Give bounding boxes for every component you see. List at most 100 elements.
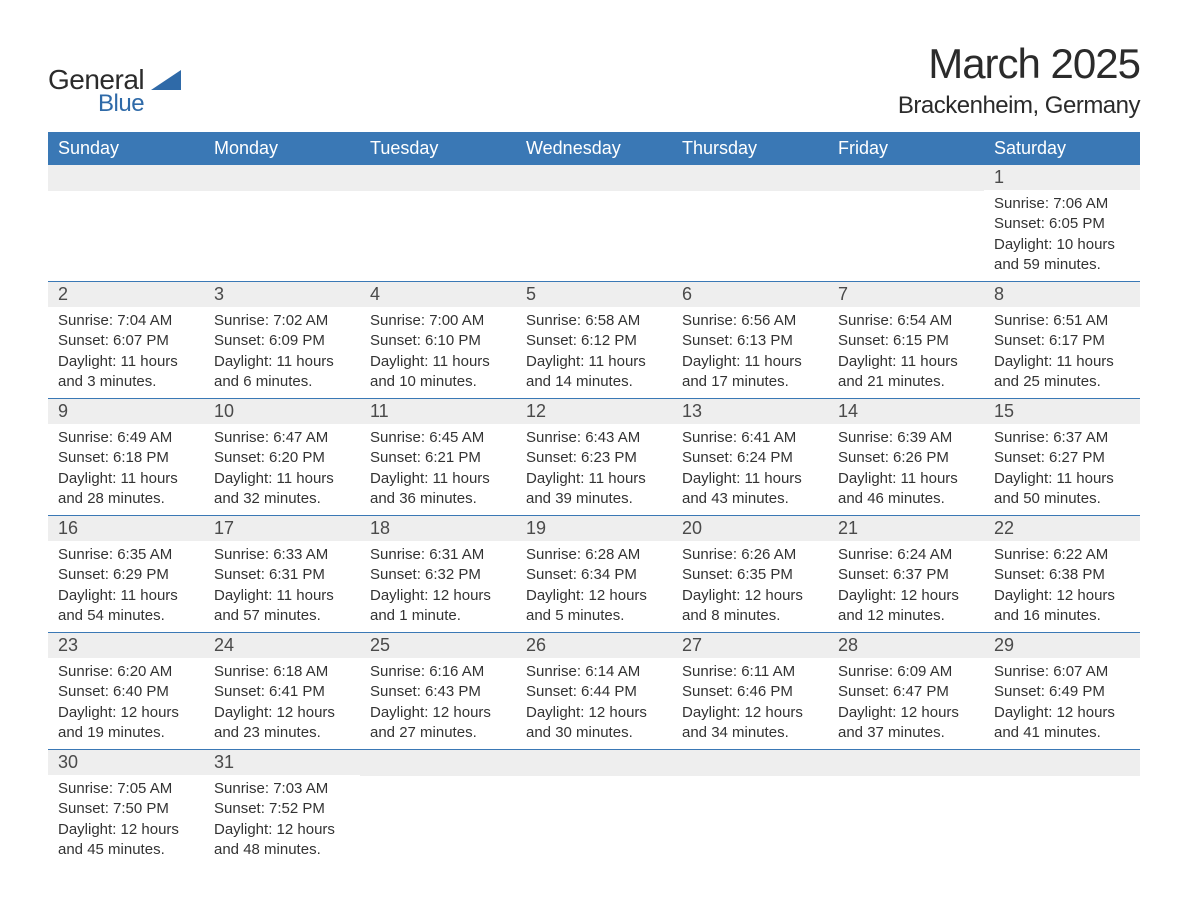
calendar-week-row: 23Sunrise: 6:20 AMSunset: 6:40 PMDayligh… (48, 633, 1140, 750)
day-number: 23 (48, 633, 204, 658)
logo-triangle-icon (151, 70, 181, 95)
day-number (360, 750, 516, 776)
day-number: 11 (360, 399, 516, 424)
sunset-line: Sunset: 6:15 PM (838, 331, 974, 351)
calendar-cell (828, 750, 984, 867)
calendar-cell (516, 165, 672, 282)
daylight-line: Daylight: 11 hours and 10 minutes. (370, 352, 506, 393)
daylight-line: Daylight: 12 hours and 41 minutes. (994, 703, 1130, 744)
daylight-line: Daylight: 12 hours and 23 minutes. (214, 703, 350, 744)
day-detail (360, 191, 516, 201)
daylight-line: Daylight: 12 hours and 19 minutes. (58, 703, 194, 744)
daylight-line: Daylight: 11 hours and 6 minutes. (214, 352, 350, 393)
day-number: 1 (984, 165, 1140, 190)
day-detail (672, 776, 828, 786)
calendar-cell (672, 165, 828, 282)
sunset-line: Sunset: 6:09 PM (214, 331, 350, 351)
day-detail: Sunrise: 7:02 AMSunset: 6:09 PMDaylight:… (204, 307, 360, 398)
calendar-cell: 14Sunrise: 6:39 AMSunset: 6:26 PMDayligh… (828, 399, 984, 516)
day-number (672, 750, 828, 776)
day-number: 24 (204, 633, 360, 658)
daylight-line: Daylight: 11 hours and 32 minutes. (214, 469, 350, 510)
sunrise-line: Sunrise: 7:06 AM (994, 194, 1130, 214)
daylight-line: Daylight: 12 hours and 5 minutes. (526, 586, 662, 627)
daylight-line: Daylight: 11 hours and 17 minutes. (682, 352, 818, 393)
title-block: March 2025 Brackenheim, Germany (898, 40, 1140, 120)
day-number (360, 165, 516, 191)
sunrise-line: Sunrise: 6:28 AM (526, 545, 662, 565)
day-number: 13 (672, 399, 828, 424)
calendar-cell: 15Sunrise: 6:37 AMSunset: 6:27 PMDayligh… (984, 399, 1140, 516)
day-number: 5 (516, 282, 672, 307)
header: General Blue March 2025 Brackenheim, Ger… (48, 40, 1140, 120)
sunrise-line: Sunrise: 6:47 AM (214, 428, 350, 448)
sunrise-line: Sunrise: 6:31 AM (370, 545, 506, 565)
daylight-line: Daylight: 11 hours and 46 minutes. (838, 469, 974, 510)
sunset-line: Sunset: 6:26 PM (838, 448, 974, 468)
sunset-line: Sunset: 6:07 PM (58, 331, 194, 351)
calendar-cell (984, 750, 1140, 867)
calendar-header-row: SundayMondayTuesdayWednesdayThursdayFrid… (48, 132, 1140, 165)
sunset-line: Sunset: 6:24 PM (682, 448, 818, 468)
daylight-line: Daylight: 11 hours and 28 minutes. (58, 469, 194, 510)
day-number: 31 (204, 750, 360, 775)
day-detail: Sunrise: 6:07 AMSunset: 6:49 PMDaylight:… (984, 658, 1140, 749)
sunset-line: Sunset: 6:29 PM (58, 565, 194, 585)
calendar-cell: 31Sunrise: 7:03 AMSunset: 7:52 PMDayligh… (204, 750, 360, 867)
sunset-line: Sunset: 7:52 PM (214, 799, 350, 819)
daylight-line: Daylight: 12 hours and 34 minutes. (682, 703, 818, 744)
calendar-week-row: 30Sunrise: 7:05 AMSunset: 7:50 PMDayligh… (48, 750, 1140, 867)
daylight-line: Daylight: 11 hours and 14 minutes. (526, 352, 662, 393)
day-number: 30 (48, 750, 204, 775)
day-detail: Sunrise: 6:16 AMSunset: 6:43 PMDaylight:… (360, 658, 516, 749)
calendar-cell: 29Sunrise: 6:07 AMSunset: 6:49 PMDayligh… (984, 633, 1140, 750)
calendar-cell: 11Sunrise: 6:45 AMSunset: 6:21 PMDayligh… (360, 399, 516, 516)
daylight-line: Daylight: 12 hours and 1 minute. (370, 586, 506, 627)
calendar-week-row: 2Sunrise: 7:04 AMSunset: 6:07 PMDaylight… (48, 282, 1140, 399)
sunrise-line: Sunrise: 6:39 AM (838, 428, 974, 448)
sunrise-line: Sunrise: 6:49 AM (58, 428, 194, 448)
sunrise-line: Sunrise: 7:05 AM (58, 779, 194, 799)
day-detail: Sunrise: 7:00 AMSunset: 6:10 PMDaylight:… (360, 307, 516, 398)
day-detail: Sunrise: 6:45 AMSunset: 6:21 PMDaylight:… (360, 424, 516, 515)
day-number (516, 750, 672, 776)
day-detail: Sunrise: 7:06 AMSunset: 6:05 PMDaylight:… (984, 190, 1140, 281)
calendar-cell: 25Sunrise: 6:16 AMSunset: 6:43 PMDayligh… (360, 633, 516, 750)
calendar-week-row: 9Sunrise: 6:49 AMSunset: 6:18 PMDaylight… (48, 399, 1140, 516)
day-detail (828, 776, 984, 786)
daylight-line: Daylight: 11 hours and 36 minutes. (370, 469, 506, 510)
sunset-line: Sunset: 6:41 PM (214, 682, 350, 702)
calendar-cell: 2Sunrise: 7:04 AMSunset: 6:07 PMDaylight… (48, 282, 204, 399)
day-number (672, 165, 828, 191)
sunset-line: Sunset: 6:32 PM (370, 565, 506, 585)
day-detail: Sunrise: 6:35 AMSunset: 6:29 PMDaylight:… (48, 541, 204, 632)
calendar-cell (516, 750, 672, 867)
sunset-line: Sunset: 6:12 PM (526, 331, 662, 351)
day-detail (360, 776, 516, 786)
sunset-line: Sunset: 6:46 PM (682, 682, 818, 702)
calendar-cell: 9Sunrise: 6:49 AMSunset: 6:18 PMDaylight… (48, 399, 204, 516)
day-number: 22 (984, 516, 1140, 541)
daylight-line: Daylight: 10 hours and 59 minutes. (994, 235, 1130, 276)
calendar-cell: 3Sunrise: 7:02 AMSunset: 6:09 PMDaylight… (204, 282, 360, 399)
sunset-line: Sunset: 6:35 PM (682, 565, 818, 585)
sunset-line: Sunset: 6:13 PM (682, 331, 818, 351)
sunset-line: Sunset: 6:17 PM (994, 331, 1130, 351)
sunrise-line: Sunrise: 6:11 AM (682, 662, 818, 682)
calendar-cell: 26Sunrise: 6:14 AMSunset: 6:44 PMDayligh… (516, 633, 672, 750)
day-number (516, 165, 672, 191)
day-number: 29 (984, 633, 1140, 658)
sunrise-line: Sunrise: 6:14 AM (526, 662, 662, 682)
calendar-cell: 21Sunrise: 6:24 AMSunset: 6:37 PMDayligh… (828, 516, 984, 633)
sunrise-line: Sunrise: 7:03 AM (214, 779, 350, 799)
sunrise-line: Sunrise: 6:58 AM (526, 311, 662, 331)
sunset-line: Sunset: 6:20 PM (214, 448, 350, 468)
daylight-line: Daylight: 11 hours and 39 minutes. (526, 469, 662, 510)
day-number: 26 (516, 633, 672, 658)
day-header: Tuesday (360, 132, 516, 165)
day-number (984, 750, 1140, 776)
day-number: 10 (204, 399, 360, 424)
daylight-line: Daylight: 12 hours and 27 minutes. (370, 703, 506, 744)
day-detail (516, 191, 672, 201)
sunset-line: Sunset: 6:23 PM (526, 448, 662, 468)
